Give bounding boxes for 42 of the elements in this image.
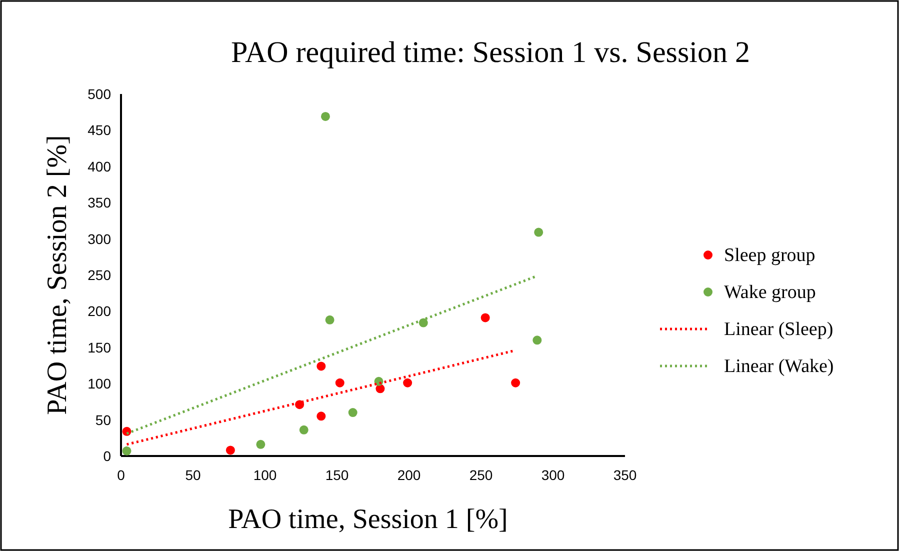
y-tick-label: 350 bbox=[88, 194, 112, 211]
point bbox=[335, 378, 344, 388]
point bbox=[122, 426, 132, 436]
y-tick-label: 300 bbox=[88, 230, 112, 247]
x-axis-title: PAO time, Session 1 [%] bbox=[228, 504, 508, 535]
point bbox=[511, 378, 520, 388]
point bbox=[316, 412, 326, 421]
point bbox=[316, 362, 326, 371]
chart-title: PAO required time: Session 1 vs. Session 2 bbox=[231, 36, 750, 69]
y-tick-label: 200 bbox=[88, 303, 112, 320]
y-tick-label: 50 bbox=[95, 412, 112, 428]
x-tick-label: 100 bbox=[253, 467, 277, 483]
point bbox=[532, 336, 542, 345]
y-tick-label: 400 bbox=[88, 158, 112, 174]
x-tick-label: 150 bbox=[325, 467, 349, 483]
point bbox=[256, 440, 266, 449]
x-tick-label: 350 bbox=[613, 467, 637, 483]
legend-label: Linear (Sleep) bbox=[724, 319, 834, 340]
point bbox=[122, 446, 132, 456]
point bbox=[226, 446, 235, 455]
y-tick-label: 100 bbox=[88, 376, 112, 392]
x-tick-label: 250 bbox=[469, 467, 493, 483]
x-tick-label: 50 bbox=[185, 467, 201, 483]
x-tick-label: 200 bbox=[397, 467, 421, 483]
point bbox=[403, 378, 412, 388]
x-tick-label: 300 bbox=[541, 467, 565, 483]
legend-label: Linear (Wake) bbox=[724, 356, 834, 377]
y-axis-title: PAO time, Session 2 [%] bbox=[42, 135, 73, 415]
y-tick-label: 450 bbox=[88, 122, 112, 138]
y-tick-label: 0 bbox=[103, 448, 112, 464]
x-tick-label: 0 bbox=[117, 467, 126, 483]
point bbox=[534, 228, 544, 237]
point bbox=[299, 425, 308, 434]
point bbox=[348, 408, 358, 418]
y-tick-label: 500 bbox=[88, 86, 112, 102]
point bbox=[480, 313, 490, 322]
point bbox=[325, 315, 334, 324]
y-tick-label: 250 bbox=[88, 267, 112, 283]
y-tick-label: 150 bbox=[88, 339, 112, 356]
legend-label: Wake group bbox=[724, 282, 816, 303]
point bbox=[320, 112, 330, 121]
legend-label: Sleep group bbox=[724, 245, 816, 266]
